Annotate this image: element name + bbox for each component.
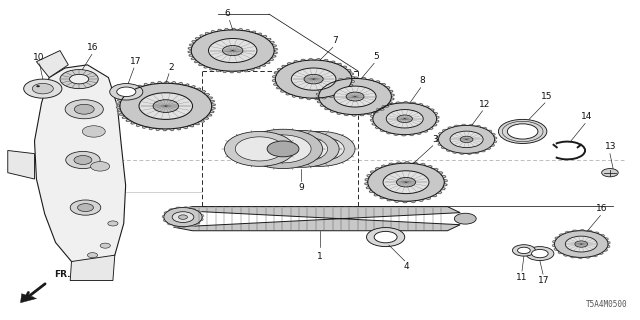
Polygon shape bbox=[8, 150, 35, 179]
Text: 10: 10 bbox=[33, 53, 45, 62]
Circle shape bbox=[532, 250, 548, 258]
Circle shape bbox=[109, 84, 143, 100]
Text: T5A4M0500: T5A4M0500 bbox=[586, 300, 628, 309]
Circle shape bbox=[77, 204, 93, 212]
Circle shape bbox=[460, 136, 473, 142]
Circle shape bbox=[565, 236, 597, 252]
Circle shape bbox=[65, 100, 103, 119]
Polygon shape bbox=[173, 207, 460, 231]
Polygon shape bbox=[70, 255, 115, 281]
Circle shape bbox=[334, 86, 376, 107]
Circle shape bbox=[450, 131, 483, 148]
Circle shape bbox=[499, 119, 547, 143]
Text: 4: 4 bbox=[403, 262, 409, 271]
Polygon shape bbox=[163, 207, 204, 228]
Text: 16: 16 bbox=[596, 204, 607, 213]
Text: FR.: FR. bbox=[54, 270, 70, 279]
Circle shape bbox=[276, 136, 328, 162]
Text: 12: 12 bbox=[479, 100, 490, 108]
Circle shape bbox=[74, 104, 94, 114]
Circle shape bbox=[66, 151, 100, 169]
Circle shape bbox=[153, 100, 179, 112]
Polygon shape bbox=[20, 294, 36, 303]
Circle shape bbox=[108, 221, 118, 226]
Circle shape bbox=[304, 74, 323, 84]
Circle shape bbox=[454, 213, 476, 224]
Circle shape bbox=[209, 38, 257, 63]
Text: 14: 14 bbox=[580, 112, 592, 121]
Circle shape bbox=[24, 79, 62, 98]
Circle shape bbox=[225, 132, 294, 166]
Circle shape bbox=[397, 115, 412, 123]
Polygon shape bbox=[273, 59, 355, 100]
Circle shape bbox=[291, 68, 336, 90]
Circle shape bbox=[575, 241, 588, 247]
Polygon shape bbox=[36, 51, 68, 77]
Circle shape bbox=[513, 245, 536, 256]
Circle shape bbox=[223, 45, 243, 56]
Circle shape bbox=[518, 247, 531, 253]
Circle shape bbox=[236, 137, 284, 161]
Circle shape bbox=[255, 135, 311, 163]
Polygon shape bbox=[188, 28, 277, 73]
Circle shape bbox=[74, 156, 92, 164]
Circle shape bbox=[83, 126, 105, 137]
Polygon shape bbox=[365, 162, 447, 203]
Text: 9: 9 bbox=[298, 183, 304, 192]
Circle shape bbox=[526, 247, 554, 260]
Text: 2: 2 bbox=[168, 63, 173, 72]
Text: 15: 15 bbox=[541, 92, 552, 101]
Circle shape bbox=[88, 252, 98, 258]
Circle shape bbox=[100, 243, 110, 248]
Polygon shape bbox=[436, 124, 497, 155]
Text: 1: 1 bbox=[317, 252, 323, 261]
Circle shape bbox=[296, 137, 344, 161]
Circle shape bbox=[508, 124, 538, 139]
Polygon shape bbox=[35, 65, 125, 265]
Polygon shape bbox=[371, 102, 439, 136]
Circle shape bbox=[91, 162, 109, 171]
Text: 7: 7 bbox=[332, 36, 337, 45]
Circle shape bbox=[367, 228, 404, 247]
Polygon shape bbox=[316, 77, 394, 116]
Text: 11: 11 bbox=[516, 273, 527, 282]
Circle shape bbox=[172, 212, 194, 222]
Circle shape bbox=[285, 132, 355, 166]
Circle shape bbox=[179, 215, 188, 219]
Circle shape bbox=[244, 129, 323, 169]
Circle shape bbox=[387, 109, 423, 128]
Circle shape bbox=[267, 141, 299, 157]
Circle shape bbox=[396, 178, 415, 187]
Text: 8: 8 bbox=[420, 76, 426, 85]
Circle shape bbox=[60, 69, 99, 89]
Circle shape bbox=[70, 74, 89, 84]
Text: 6: 6 bbox=[225, 9, 230, 18]
Circle shape bbox=[36, 85, 40, 87]
Text: 17: 17 bbox=[538, 276, 549, 285]
Text: 5: 5 bbox=[373, 52, 379, 61]
Circle shape bbox=[346, 92, 364, 101]
Circle shape bbox=[383, 171, 429, 194]
Circle shape bbox=[116, 87, 136, 97]
Text: 13: 13 bbox=[605, 142, 616, 151]
Circle shape bbox=[139, 93, 193, 119]
Circle shape bbox=[265, 131, 339, 167]
Polygon shape bbox=[552, 230, 610, 259]
Circle shape bbox=[32, 84, 53, 94]
Circle shape bbox=[70, 200, 100, 215]
Text: 16: 16 bbox=[88, 43, 99, 52]
Text: 17: 17 bbox=[129, 57, 141, 66]
Circle shape bbox=[602, 169, 618, 177]
Text: 3: 3 bbox=[433, 134, 438, 143]
Polygon shape bbox=[116, 81, 215, 131]
Circle shape bbox=[374, 231, 397, 243]
